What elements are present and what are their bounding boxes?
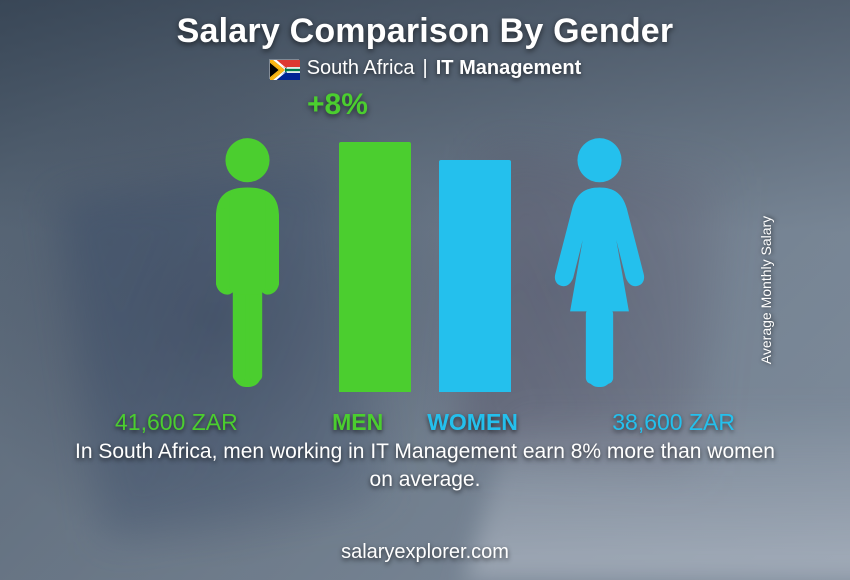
difference-label: +8% [307, 88, 368, 122]
woman-icon [547, 135, 652, 392]
women-salary-value: 38,600 ZAR [612, 409, 735, 436]
summary-text: In South Africa, men working in IT Manag… [65, 438, 785, 495]
chart-area: +8% [105, 96, 745, 436]
infographic-container: Salary Comparison By Gender South [0, 0, 850, 580]
women-label: WOMEN [427, 409, 518, 436]
man-icon [195, 135, 300, 392]
subtitle-row: South Africa | IT Management [269, 57, 582, 80]
bars-group [339, 142, 511, 392]
category-label: IT Management [436, 57, 582, 80]
separator: | [423, 57, 428, 80]
labels-row: 41,600 ZAR MEN WOMEN 38,600 ZAR [105, 409, 745, 436]
page-title: Salary Comparison By Gender [177, 12, 674, 51]
bar-men [339, 142, 411, 392]
country-label: South Africa [307, 57, 415, 80]
y-axis-label: Average Monthly Salary [758, 216, 774, 364]
men-salary-value: 41,600 ZAR [115, 409, 238, 436]
site-footer: salaryexplorer.com [341, 541, 509, 564]
men-label: MEN [332, 409, 383, 436]
south-africa-flag-icon [269, 59, 299, 79]
bar-women [439, 160, 511, 392]
